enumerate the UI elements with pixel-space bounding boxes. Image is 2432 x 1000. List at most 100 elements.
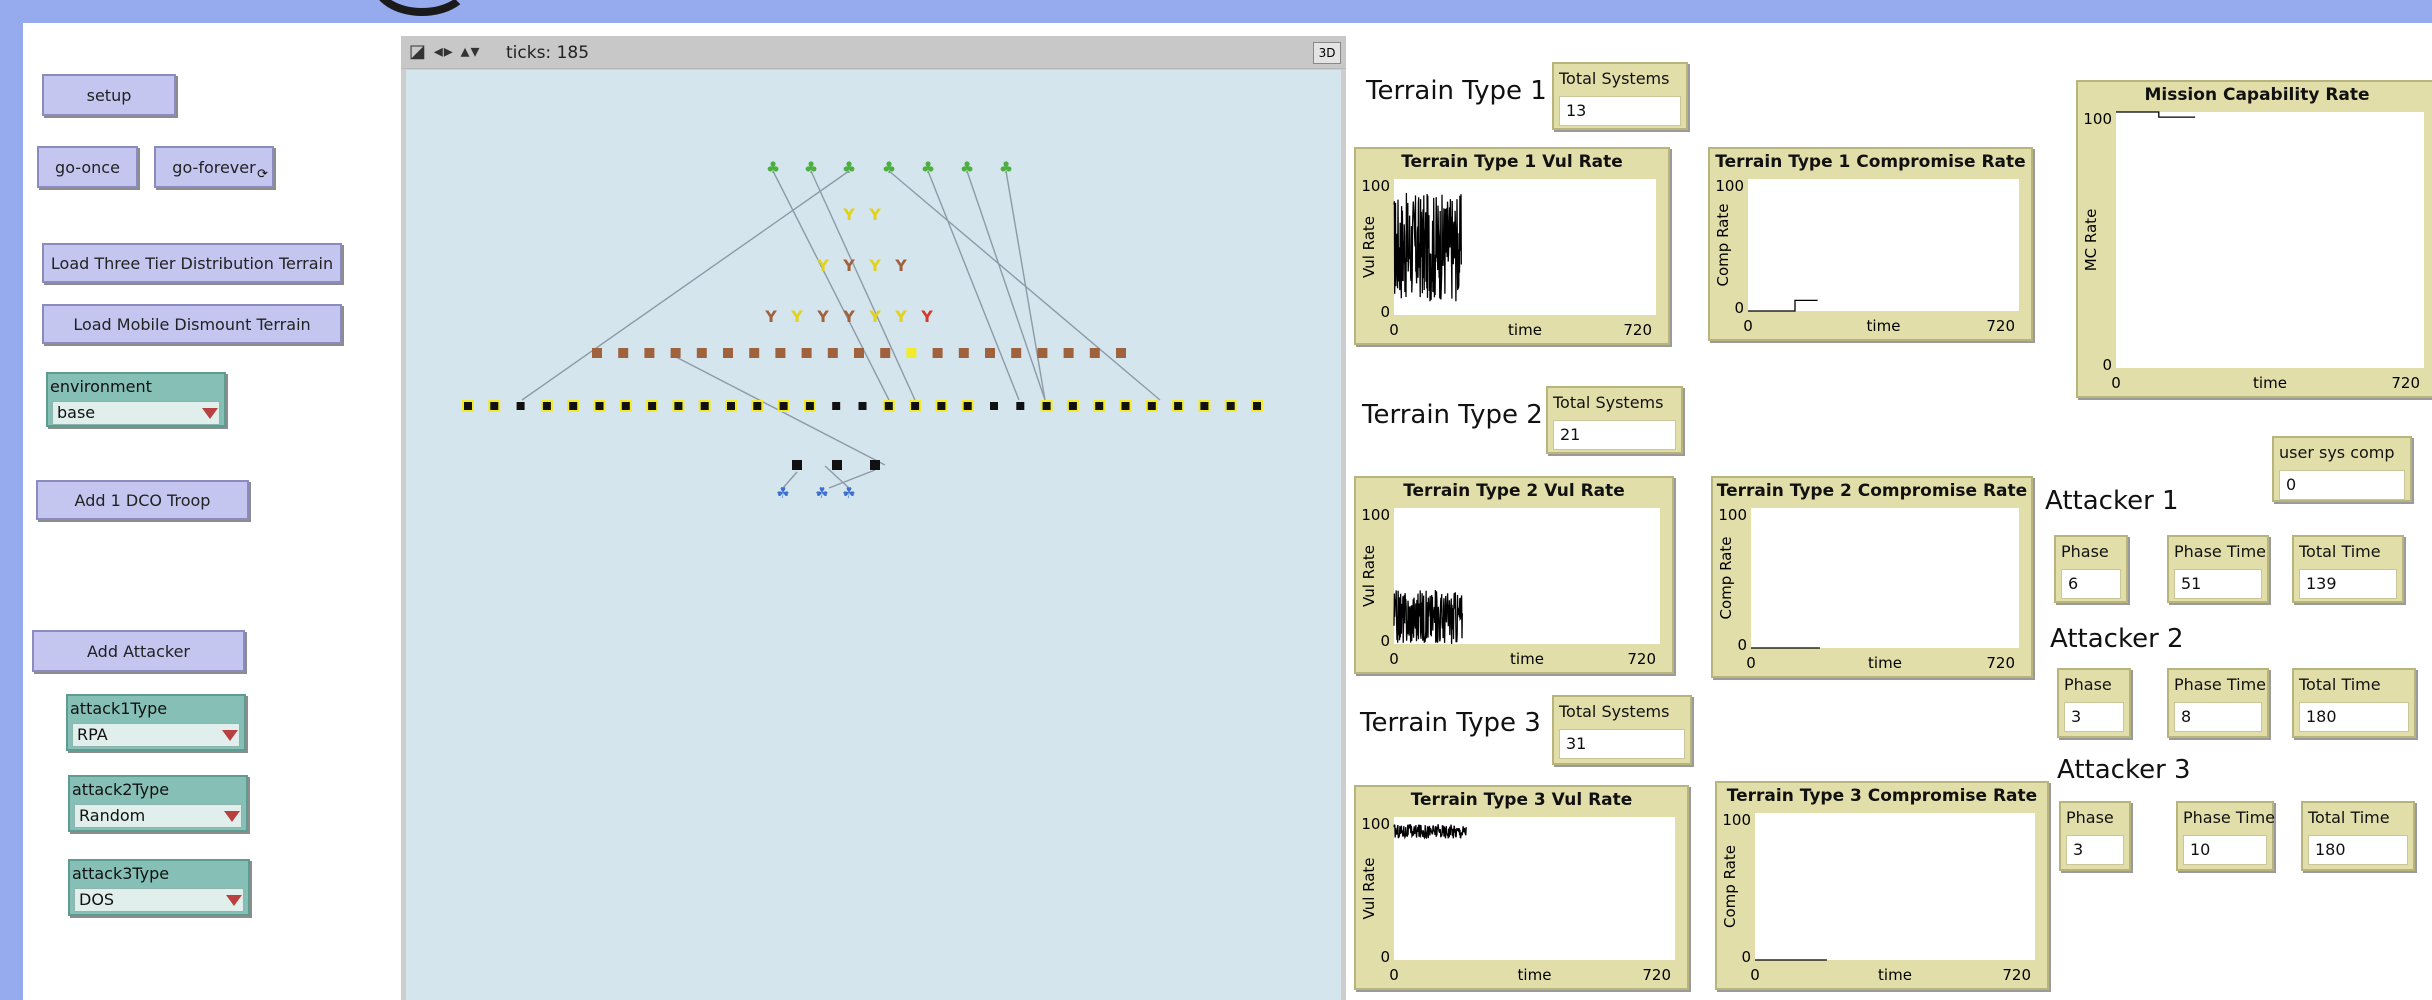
monitor-value: 8 bbox=[2174, 702, 2262, 732]
x-min-tick: 0 bbox=[1389, 321, 1399, 339]
world-canvas[interactable]: ♣ ♣ ♣ ♣ ♣ ♣ ♣ Y Y Y Y Y Y Y Y Y Y Y Y Y ☘ ☘ ☘ bbox=[406, 70, 1341, 1000]
server-node-icon: Y bbox=[894, 307, 907, 326]
view-control-icons[interactable]: ◪ ◂▸ ▴▾ bbox=[409, 41, 481, 62]
link-line bbox=[966, 170, 1046, 401]
terrain-2-node bbox=[958, 348, 969, 358]
y-max-tick: 100 bbox=[2083, 110, 2112, 128]
go-once-button[interactable]: go-once bbox=[37, 146, 138, 188]
series-line bbox=[1393, 589, 1463, 645]
terrain-2-node bbox=[1037, 348, 1048, 358]
environment-chooser[interactable]: environment base bbox=[46, 372, 226, 427]
attacker-2-phase-time: Phase Time 8 bbox=[2167, 668, 2269, 738]
add-dco-troop-button[interactable]: Add 1 DCO Troop bbox=[36, 480, 249, 520]
terrain-2-node bbox=[1089, 348, 1100, 358]
server-node-icon: Y bbox=[816, 256, 829, 275]
link-lines bbox=[521, 170, 1161, 489]
series-line bbox=[1393, 192, 1462, 302]
user-node-icon: ♣ bbox=[804, 158, 818, 177]
x-min-tick: 0 bbox=[1389, 650, 1399, 668]
terrain-3-node bbox=[1016, 402, 1025, 410]
terrain-3-node bbox=[621, 402, 630, 410]
terrain-3-node bbox=[963, 402, 972, 410]
terrain-2-node bbox=[932, 348, 943, 358]
terrain-2-node bbox=[592, 348, 602, 358]
plot-title: Terrain Type 2 Compromise Rate bbox=[1716, 481, 2028, 501]
terrain-1-total-systems: Total Systems 13 bbox=[1552, 62, 1688, 130]
x-max-tick: 720 bbox=[2391, 374, 2420, 392]
user-node-icon: ♣ bbox=[999, 158, 1013, 177]
x-max-tick: 720 bbox=[1986, 654, 2015, 672]
y-axis-label: MC Rate bbox=[2082, 209, 2100, 272]
attacker-2-title: Attacker 2 bbox=[2050, 624, 2184, 654]
terrain-3-node bbox=[674, 402, 683, 410]
environment-value[interactable]: base bbox=[52, 401, 220, 425]
user-node-icon: ♣ bbox=[766, 158, 780, 177]
server-node-icon: Y bbox=[868, 307, 881, 326]
terrain-2-node bbox=[985, 348, 995, 358]
user-node-icon: ♣ bbox=[960, 158, 974, 177]
monitor-label: Total Time bbox=[2308, 808, 2390, 827]
dropdown-arrow-icon bbox=[224, 811, 240, 822]
add-attacker-button[interactable]: Add Attacker bbox=[32, 630, 245, 672]
forever-icon: ⟳ bbox=[257, 167, 268, 182]
load-mobile-dismount-button[interactable]: Load Mobile Dismount Terrain bbox=[42, 304, 342, 344]
y-max-tick: 100 bbox=[1722, 811, 1751, 829]
3d-view-button[interactable]: 3D bbox=[1313, 42, 1341, 64]
monitor-value: 180 bbox=[2308, 835, 2408, 865]
terrain-3-node bbox=[490, 402, 499, 410]
attack3-type-chooser[interactable]: attack3Type DOS bbox=[68, 859, 250, 916]
terrain-2-compromise-rate-plot: Terrain Type 2 Compromise Rate 100 0 0 720 ti… bbox=[1711, 476, 2033, 678]
plot-title: Terrain Type 3 Compromise Rate bbox=[1726, 786, 2038, 806]
dropdown-arrow-icon bbox=[202, 408, 218, 419]
terrain-3-node bbox=[569, 402, 578, 410]
attacker-1-phase-time: Phase Time 51 bbox=[2167, 535, 2269, 603]
plot-title: Terrain Type 1 Vul Rate bbox=[1401, 152, 1623, 172]
server-node-icon: Y bbox=[868, 256, 881, 275]
x-axis-label: time bbox=[1510, 650, 1544, 668]
attack2-type-value[interactable]: Random bbox=[74, 804, 242, 828]
attack1-type-chooser[interactable]: attack1Type RPA bbox=[66, 694, 246, 751]
y-max-tick: 100 bbox=[1361, 506, 1390, 524]
attacker-3-total-time: Total Time 180 bbox=[2301, 801, 2415, 871]
attack2-type-chooser[interactable]: attack2Type Random bbox=[68, 775, 248, 832]
attack2-type-label: attack2Type bbox=[72, 780, 170, 799]
terrain-3-node bbox=[1121, 402, 1130, 410]
network-graph: ♣ ♣ ♣ ♣ ♣ ♣ ♣Y YY Y Y YY Y Y Y Y Y Y☘ ☘ ☘ bbox=[462, 158, 1263, 502]
y-axis-label: Comp Rate bbox=[1721, 845, 1739, 928]
monitor-label: Total Systems bbox=[1559, 69, 1670, 88]
y-axis-label: Vul Rate bbox=[1360, 216, 1378, 278]
attack3-type-label: attack3Type bbox=[72, 864, 170, 883]
y-max-tick: 100 bbox=[1715, 177, 1744, 195]
attack1-type-value[interactable]: RPA bbox=[72, 723, 240, 747]
setup-button[interactable]: setup bbox=[42, 74, 176, 116]
go-forever-button[interactable]: go-forever ⟳ bbox=[154, 146, 274, 188]
terrain-3-node bbox=[1147, 402, 1156, 410]
plot-canvas: 100 00 720 time Vul Rate bbox=[1360, 815, 1675, 984]
go-forever-label: go-forever bbox=[172, 157, 256, 177]
load-three-tier-button[interactable]: Load Three Tier Distribution Terrain bbox=[42, 243, 342, 283]
terrain-1-title: Terrain Type 1 bbox=[1366, 76, 1547, 106]
terrain-3-node bbox=[805, 402, 814, 410]
monitor-value: 51 bbox=[2174, 569, 2262, 599]
monitor-value: 10 bbox=[2183, 835, 2267, 865]
plot-area bbox=[2116, 112, 2424, 368]
link-line bbox=[927, 170, 1020, 401]
monitor-value: 6 bbox=[2061, 569, 2121, 599]
link-line bbox=[772, 170, 890, 401]
y-max-tick: 100 bbox=[1361, 177, 1390, 195]
attacker-icon: ☘ bbox=[842, 484, 855, 502]
terrain-3-node bbox=[858, 402, 867, 410]
attack3-type-value[interactable]: DOS bbox=[74, 888, 244, 912]
link-line bbox=[521, 170, 850, 401]
plot-canvas: 100 00 720 time Vul Rate bbox=[1360, 177, 1656, 339]
terrain-2-node bbox=[618, 348, 629, 358]
title-bar bbox=[0, 0, 2432, 23]
plot-title: Mission Capability Rate bbox=[2144, 85, 2370, 105]
link-line bbox=[782, 471, 798, 489]
server-node-icon: Y bbox=[842, 205, 855, 224]
monitor-value: 180 bbox=[2299, 702, 2409, 732]
plot-area bbox=[1755, 813, 2035, 960]
link-line bbox=[828, 469, 876, 489]
monitor-value: 31 bbox=[1559, 729, 1685, 759]
terrain-3-node bbox=[464, 402, 472, 410]
